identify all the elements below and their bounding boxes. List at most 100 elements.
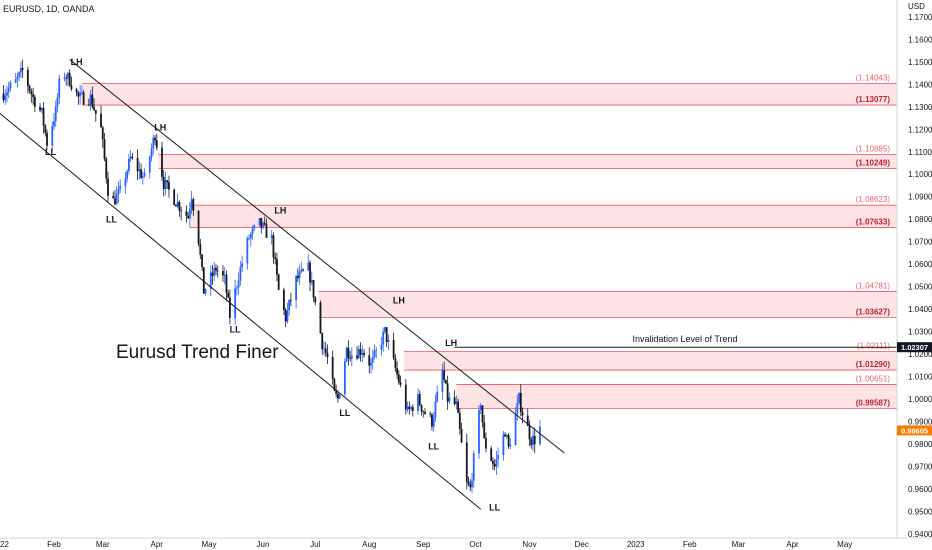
candle-body[interactable] <box>91 94 94 107</box>
candle-body[interactable] <box>178 202 181 211</box>
time-axis[interactable]: 2022 Feb Mar Apr May Jun Jul Aug Sep Oct Nov Dec 202… <box>0 540 852 549</box>
candle-body[interactable] <box>478 410 480 454</box>
supply-zone[interactable] <box>189 205 898 228</box>
candle-body[interactable] <box>497 455 500 459</box>
candle-body[interactable] <box>241 263 244 268</box>
candle-body[interactable] <box>371 356 374 363</box>
candle-body[interactable] <box>521 412 524 416</box>
candle-body[interactable] <box>222 270 224 276</box>
candle-body[interactable] <box>190 199 193 210</box>
candle-body[interactable] <box>33 97 36 107</box>
candle-body[interactable] <box>465 442 468 482</box>
candle-body[interactable] <box>298 271 301 279</box>
candle-body[interactable] <box>528 425 531 440</box>
candle-body[interactable] <box>154 137 156 141</box>
candle-body[interactable] <box>258 218 261 226</box>
candle-body[interactable] <box>455 401 458 404</box>
candle-body[interactable] <box>406 406 409 410</box>
candle-body[interactable] <box>408 406 411 409</box>
candle-body[interactable] <box>411 407 414 411</box>
supply-zone[interactable] <box>81 83 898 106</box>
candle-body[interactable] <box>375 349 378 351</box>
candle-body[interactable] <box>289 299 292 301</box>
candle-body[interactable] <box>58 78 61 98</box>
candle-body[interactable] <box>223 274 226 276</box>
candle-body[interactable] <box>424 411 426 414</box>
candle-body[interactable] <box>93 106 95 110</box>
candle-body[interactable] <box>493 464 496 467</box>
candle-body[interactable] <box>7 87 10 93</box>
candle-body[interactable] <box>129 156 132 159</box>
candle-body[interactable] <box>155 140 158 148</box>
candle-body[interactable] <box>509 445 512 447</box>
candle-body[interactable] <box>6 92 8 96</box>
candle-body[interactable] <box>68 72 71 86</box>
candle-body[interactable] <box>211 272 214 276</box>
candle-body[interactable] <box>392 339 395 359</box>
candle-body[interactable] <box>148 156 151 173</box>
candle-body[interactable] <box>530 439 533 446</box>
candle-body[interactable] <box>444 379 447 384</box>
candle-body[interactable] <box>283 289 285 310</box>
candle-body[interactable] <box>161 147 163 177</box>
candle-body[interactable] <box>481 405 484 423</box>
candle-body[interactable] <box>397 374 400 383</box>
candle-body[interactable] <box>394 358 397 369</box>
candle-body[interactable] <box>526 415 529 426</box>
candle-body[interactable] <box>4 95 7 101</box>
candle-body[interactable] <box>516 402 519 414</box>
candle-body[interactable] <box>202 267 205 294</box>
candle-body[interactable] <box>479 405 482 411</box>
candle-body[interactable] <box>373 350 376 357</box>
candle-body[interactable] <box>164 180 167 189</box>
candle-body[interactable] <box>495 458 498 467</box>
candle-body[interactable] <box>361 352 364 355</box>
candle-body[interactable] <box>323 348 325 350</box>
candle-body[interactable] <box>100 113 102 128</box>
candle-body[interactable] <box>126 171 129 179</box>
supply-zone[interactable] <box>456 384 897 409</box>
candle-body[interactable] <box>18 72 21 77</box>
candle-body[interactable] <box>39 106 41 111</box>
candle-body[interactable] <box>14 79 17 83</box>
candle-body[interactable] <box>382 331 385 345</box>
candle-body[interactable] <box>434 401 437 418</box>
candle-body[interactable] <box>533 435 536 445</box>
candle-body[interactable] <box>331 357 334 380</box>
candle-body[interactable] <box>131 156 134 158</box>
candle-body[interactable] <box>302 269 304 271</box>
candle-body[interactable] <box>234 288 237 318</box>
candle-body[interactable] <box>94 109 97 114</box>
candle-body[interactable] <box>448 397 451 402</box>
candle-body[interactable] <box>166 180 169 183</box>
candle-body[interactable] <box>519 392 522 413</box>
candle-body[interactable] <box>262 222 264 228</box>
candle-body[interactable] <box>21 67 24 70</box>
candle-body[interactable] <box>107 178 109 197</box>
candle-body[interactable] <box>472 453 475 481</box>
candle-body[interactable] <box>460 428 463 443</box>
candle-body[interactable] <box>492 460 494 465</box>
candle-body[interactable] <box>385 327 388 343</box>
candle-body[interactable] <box>185 211 188 216</box>
candle-body[interactable] <box>101 127 104 140</box>
candle-body[interactable] <box>237 280 240 288</box>
candle-body[interactable] <box>429 413 432 415</box>
candle-body[interactable] <box>483 422 486 438</box>
candle-body[interactable] <box>504 434 507 437</box>
candle-body[interactable] <box>105 158 108 179</box>
candle-body[interactable] <box>16 76 19 80</box>
candle-body[interactable] <box>296 275 299 279</box>
candle-body[interactable] <box>458 412 461 429</box>
candle-body[interactable] <box>79 92 82 97</box>
candle-body[interactable] <box>150 148 153 157</box>
candle-body[interactable] <box>270 235 273 238</box>
candle-body[interactable] <box>295 275 297 301</box>
candle-body[interactable] <box>420 404 423 412</box>
candle-body[interactable] <box>274 257 277 260</box>
candle-body[interactable] <box>77 92 80 97</box>
candle-body[interactable] <box>380 344 383 350</box>
candle-body[interactable] <box>82 92 85 105</box>
candle-body[interactable] <box>136 157 139 172</box>
candle-body[interactable] <box>321 333 324 349</box>
